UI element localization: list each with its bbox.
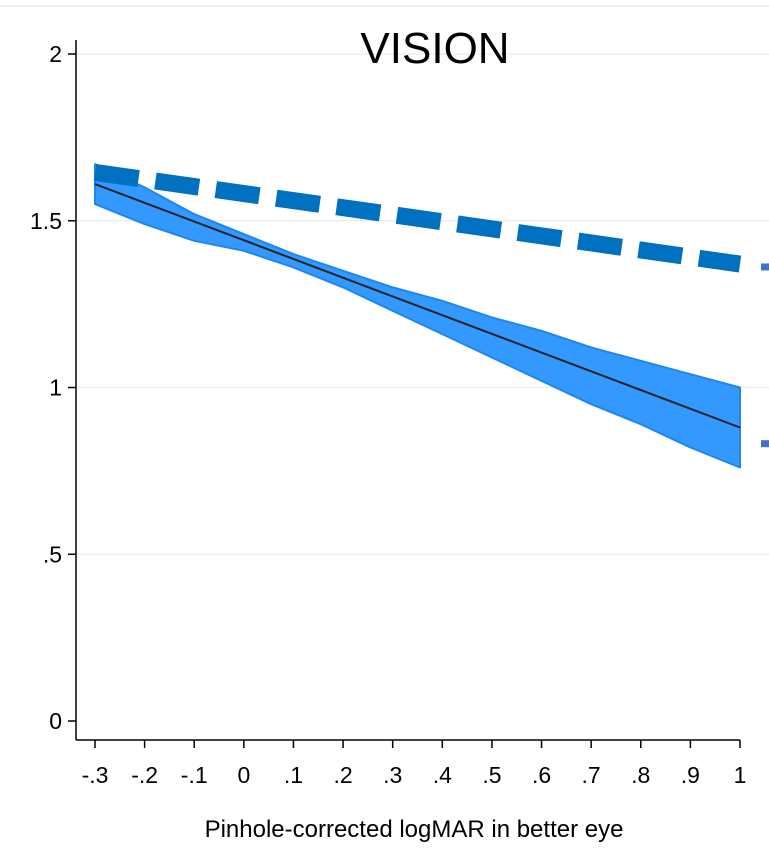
x-tick-label-7: .4 — [433, 762, 452, 788]
x-tick-label-0: -.3 — [82, 762, 109, 788]
dashed-series-line-1 — [93, 163, 742, 273]
x-tick-label-5: .2 — [333, 762, 352, 788]
x-axis-title: Pinhole-corrected logMAR in better eye — [205, 816, 624, 843]
x-tick-label-13: 1 — [734, 762, 747, 788]
edge-mark-0 — [761, 263, 769, 271]
x-tick-label-3: 0 — [237, 762, 250, 788]
y-tick-label-2: 1 — [49, 375, 62, 401]
x-tick-label-10: .7 — [582, 762, 601, 788]
edge-marks — [761, 263, 769, 448]
series-line-layer — [93, 163, 742, 429]
edge-mark-1 — [761, 440, 769, 448]
x-tick-label-8: .5 — [482, 762, 501, 788]
confidence-band-layer — [94, 163, 741, 469]
x-tick-label-2: -.1 — [181, 762, 208, 788]
y-tick-label-0: 0 — [49, 708, 62, 734]
y-tick-label-1: .5 — [43, 541, 62, 567]
x-tick-label-12: .9 — [681, 762, 700, 788]
x-tick-label-1: -.2 — [131, 762, 158, 788]
y-tick-label-4: 2 — [49, 41, 62, 67]
solid-series-line-0 — [94, 183, 741, 429]
x-axis-ticks: -.3 -.2 -.1 0 .1 .2 .3 .4 .5 .6 .7 .8 .9 1 — [82, 740, 747, 788]
x-tick-label-9: .6 — [532, 762, 551, 788]
confidence-band-0 — [94, 163, 741, 469]
chart-title: VISION — [360, 24, 509, 73]
y-axis-ticks: 0 .5 1 1.5 2 — [30, 41, 76, 734]
y-tick-label-3: 1.5 — [30, 208, 62, 234]
x-tick-label-6: .3 — [383, 762, 402, 788]
axes — [75, 40, 740, 741]
x-tick-label-11: .8 — [631, 762, 650, 788]
x-tick-label-4: .1 — [284, 762, 303, 788]
